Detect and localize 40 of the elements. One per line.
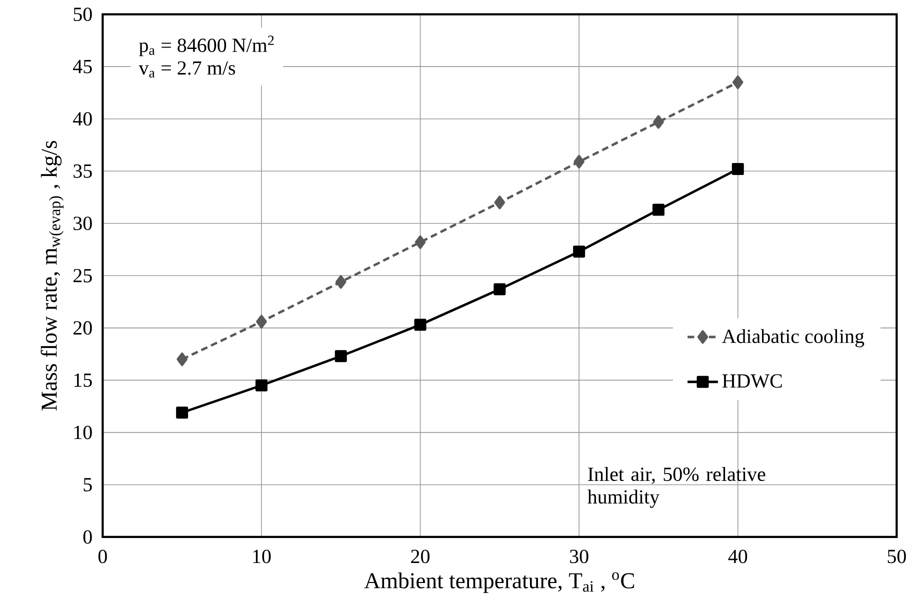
legend-label: HDWC bbox=[722, 374, 782, 388]
y-tick-label: 10 bbox=[74, 426, 92, 440]
y-tick-label: 35 bbox=[74, 164, 92, 178]
x-axis-title: Ambient temperature, T$_{ai}$ , $^{o}$C bbox=[364, 572, 634, 594]
point bbox=[176, 406, 188, 419]
point bbox=[256, 314, 267, 328]
y-tick-label: 0 bbox=[83, 530, 92, 544]
point bbox=[176, 352, 188, 366]
y-tick-label: 15 bbox=[74, 373, 92, 387]
point bbox=[574, 154, 584, 169]
x-tick-label: 50 bbox=[888, 550, 906, 564]
x-tick-label: 0 bbox=[98, 550, 107, 564]
y-tick-label: 25 bbox=[74, 268, 92, 282]
point bbox=[732, 75, 744, 90]
point bbox=[494, 196, 506, 210]
y-tick-label: 40 bbox=[73, 112, 92, 126]
y-tick-label: 30 bbox=[74, 216, 92, 230]
x-tick-label: 30 bbox=[570, 550, 588, 564]
annotation: v$_{a}$ = 2.7 m/s bbox=[138, 61, 236, 78]
x-tick-label: 40 bbox=[728, 550, 748, 564]
x-tick-label: 20 bbox=[411, 550, 430, 564]
point bbox=[414, 318, 426, 331]
y-tick-label: 45 bbox=[73, 60, 92, 74]
point bbox=[335, 275, 346, 289]
y-tick-label: 20 bbox=[74, 321, 92, 335]
point bbox=[573, 246, 586, 258]
y-axis-title: Mass flow rate, m$_{w(evap)}$ , kg/s bbox=[40, 140, 64, 411]
point bbox=[414, 235, 426, 249]
point bbox=[494, 283, 506, 296]
point bbox=[653, 115, 664, 129]
point bbox=[334, 350, 347, 362]
point bbox=[652, 204, 664, 216]
y-tick-label: 50 bbox=[74, 8, 92, 22]
x-tick-label: 10 bbox=[253, 550, 271, 564]
point bbox=[255, 379, 268, 392]
legend-label: Adiabatic cooling bbox=[722, 329, 864, 348]
annotation: Inlet air, 50% relative humidity bbox=[588, 466, 766, 508]
y-tick-label: 5 bbox=[84, 478, 92, 492]
annotation: p$_{a}$ = 84600 N/m$^{2}$ bbox=[139, 36, 274, 56]
point bbox=[732, 163, 744, 176]
